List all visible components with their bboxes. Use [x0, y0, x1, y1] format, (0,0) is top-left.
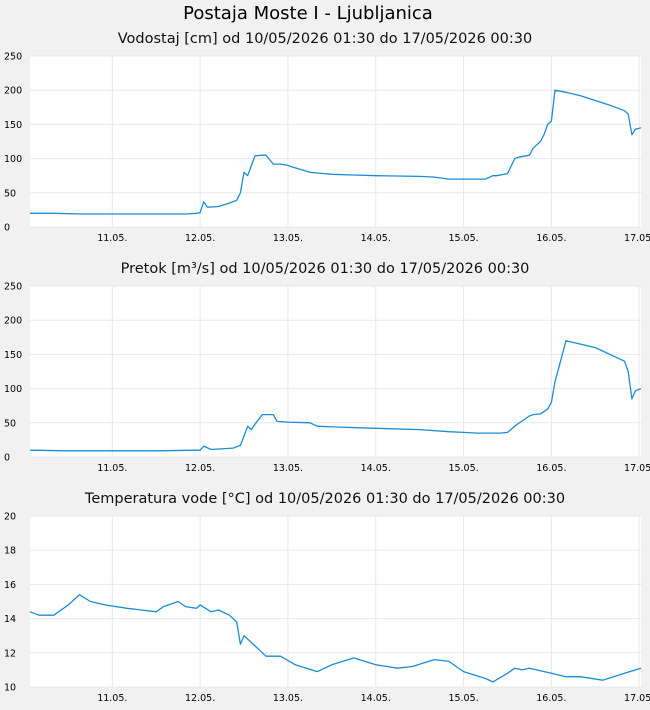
chart-title-water-temperature: Temperatura vode [°C] od 10/05/2026 01:3…	[84, 491, 566, 507]
y-tick-label: 18	[4, 546, 16, 557]
y-tick-label: 12	[4, 648, 16, 659]
y-tick-label: 200	[4, 86, 22, 97]
y-tick-label: 0	[4, 223, 10, 234]
y-tick-label: 14	[4, 614, 16, 625]
y-tick-label: 200	[4, 316, 22, 327]
x-tick-label: 12.05.	[185, 693, 215, 704]
x-tick-label: 17.05.	[624, 233, 650, 244]
y-tick-label: 150	[4, 120, 22, 131]
chart-discharge: 0 50 100 150 200 250 11.05. 12.05. 13.05. 14.05. 1…	[4, 282, 650, 475]
y-tick-label: 100	[4, 154, 22, 165]
y-tick-label: 0	[4, 453, 10, 464]
series-line-water-level	[30, 89, 642, 215]
y-tick-label: 20	[4, 512, 16, 523]
y-tick-label: 50	[4, 418, 16, 429]
x-tick-label: 13.05.	[273, 463, 303, 474]
chart-title-water-level: Vodostaj [cm] od 10/05/2026 01:30 do 17/…	[117, 31, 533, 47]
y-tick-label: 250	[4, 282, 22, 293]
x-tick-label: 17.05.	[624, 463, 650, 474]
series-line-discharge	[29, 340, 642, 452]
x-tick-label: 16.05.	[536, 233, 566, 244]
x-tick-label: 15.05.	[448, 233, 478, 244]
plot-area-discharge	[30, 286, 641, 457]
y-tick-label: 16	[4, 580, 16, 591]
series-line-water-temperature	[29, 594, 642, 683]
plot-area-water-temperature	[30, 516, 641, 687]
y-tick-label: 150	[4, 350, 22, 361]
x-tick-label: 12.05.	[185, 233, 215, 244]
plot-area-water-level	[30, 56, 641, 227]
x-tick-label: 13.05.	[273, 233, 303, 244]
x-tick-label: 14.05.	[361, 463, 391, 474]
x-tick-label: 14.05.	[361, 233, 391, 244]
x-tick-label: 16.05.	[536, 463, 566, 474]
chart-title-discharge: Pretok [m³/s] od 10/05/2026 01:30 do 17/…	[120, 261, 530, 277]
x-tick-label: 13.05.	[273, 693, 303, 704]
x-tick-label: 11.05.	[97, 463, 127, 474]
chart-water-temperature: 10 12 14 16 18 20 11.05. 12.05. 13.05. 14.05. 15.0…	[4, 512, 650, 705]
x-tick-label: 17.05.	[624, 693, 650, 704]
x-tick-label: 14.05.	[361, 693, 391, 704]
y-tick-label: 50	[4, 188, 16, 199]
y-tick-label: 100	[4, 384, 22, 395]
x-tick-label: 11.05.	[97, 693, 127, 704]
page-title: Postaja Moste I - Ljubljanica	[183, 3, 433, 24]
y-tick-label: 10	[4, 683, 16, 694]
x-tick-label: 12.05.	[185, 463, 215, 474]
x-tick-label: 15.05.	[448, 693, 478, 704]
chart-water-level: 0 50 100 150 200 250 11.05. 12.05. 13.05. 14.05. 1…	[4, 52, 650, 245]
x-tick-label: 15.05.	[448, 463, 478, 474]
y-tick-label: 250	[4, 52, 22, 63]
x-tick-label: 16.05.	[536, 693, 566, 704]
x-tick-label: 11.05.	[97, 233, 127, 244]
